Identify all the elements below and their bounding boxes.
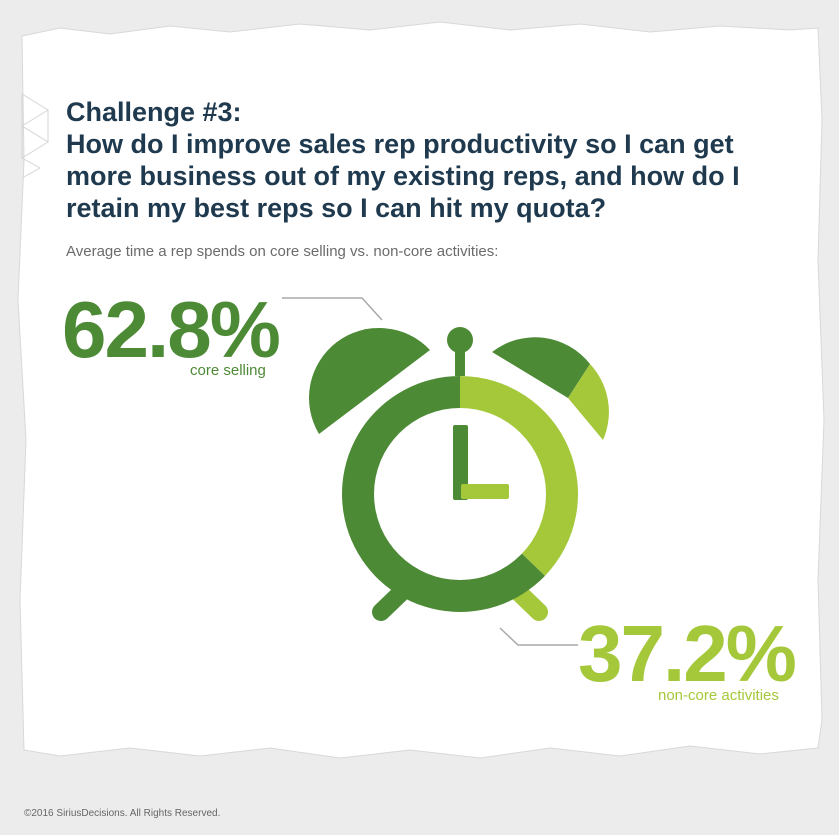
copyright-footer: ©2016 SiriusDecisions. All Rights Reserv…: [24, 808, 221, 819]
minute-hand: [461, 484, 509, 499]
page-title: Challenge #3: How do I improve sales rep…: [66, 96, 806, 224]
title-line-1: Challenge #3:: [66, 97, 242, 127]
left-bell: [309, 327, 430, 434]
noncore-leader-line: [499, 627, 578, 646]
core-selling-value: 62.8%: [62, 285, 281, 374]
clock-knob: [447, 327, 473, 353]
noncore-activities-label: non-core activities: [658, 687, 779, 704]
right-bell-core: [492, 337, 590, 398]
chart-subtitle: Average time a rep spends on core sellin…: [66, 243, 499, 260]
core-selling-label: core selling: [190, 362, 266, 379]
core-leader-line: [282, 297, 383, 321]
title-line-2: How do I improve sales rep productivity …: [66, 129, 740, 223]
triangle-pattern-decoration: [21, 93, 49, 179]
right-bell-noncore: [568, 364, 609, 440]
clock-stem: [455, 344, 465, 376]
hour-hand: [453, 425, 468, 500]
noncore-activities-value: 37.2%: [578, 609, 797, 698]
